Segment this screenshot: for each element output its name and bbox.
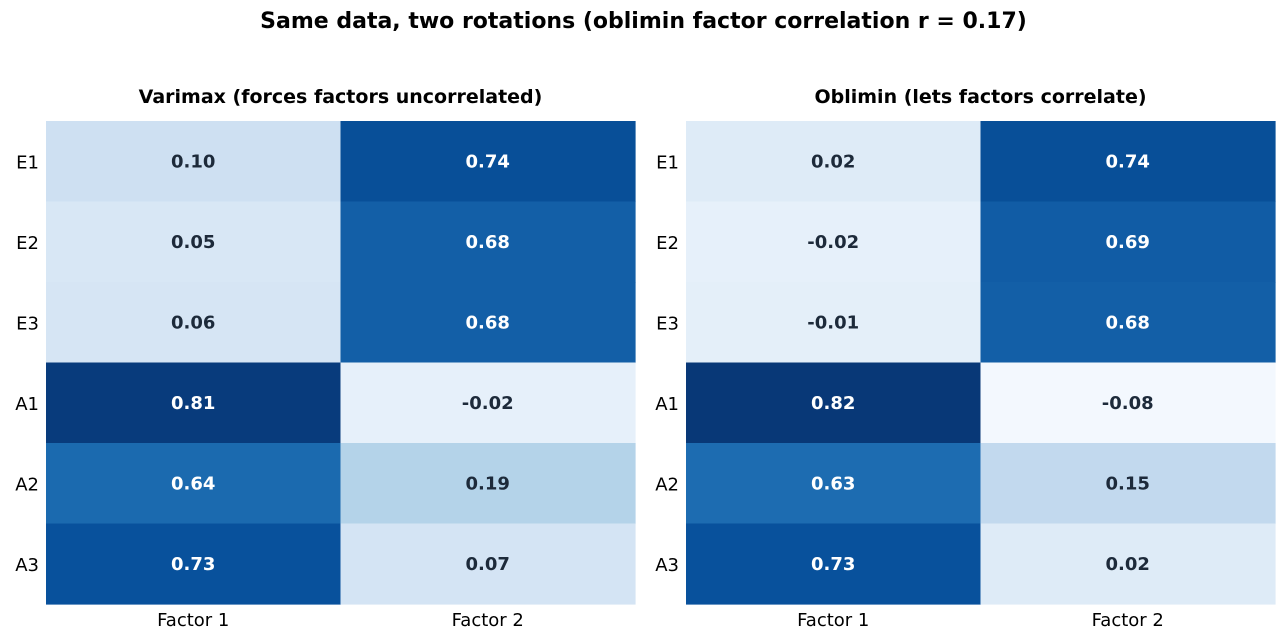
cell-value-label: 0.81 [171, 393, 215, 414]
cell-value-label: 0.68 [1106, 312, 1150, 333]
row-tick-label: E2 [16, 233, 39, 254]
heatmap-panel-1: Varimax (forces factors uncorrelated) 0.1… [15, 86, 636, 631]
heatmap-cell [46, 282, 342, 364]
heatmap-panel-2: Oblimin (lets factors correlate) 0.02 0.74… [655, 86, 1276, 631]
heatmap-cell [980, 523, 1276, 605]
cell-value-label: -0.01 [807, 312, 859, 333]
cell-value-label: 0.74 [466, 151, 510, 172]
heatmap-cell [340, 523, 636, 605]
heatmap-cell [46, 443, 342, 525]
panel-title: Oblimin (lets factors correlate) [814, 86, 1146, 108]
heatmap-cell [980, 443, 1276, 525]
row-tick-label: A2 [655, 474, 679, 495]
row-tick-label: E3 [656, 313, 679, 334]
heatmap-cell [46, 523, 342, 605]
column-tick-label: Factor 2 [452, 610, 524, 631]
panel-title: Varimax (forces factors uncorrelated) [139, 86, 543, 108]
row-tick-label: A1 [15, 394, 39, 415]
row-tick-label: E1 [656, 152, 679, 173]
heatmap-cell [686, 201, 982, 283]
cell-value-label: 0.64 [171, 473, 215, 494]
column-tick-label: Factor 2 [1092, 610, 1164, 631]
column-tick-label: Factor 1 [797, 610, 869, 631]
cell-value-label: -0.02 [462, 393, 514, 414]
heatmap-cell [980, 282, 1276, 364]
row-tick-label: A2 [15, 474, 39, 495]
cell-value-label: 0.05 [171, 232, 215, 253]
row-tick-label: E2 [656, 233, 679, 254]
cell-value-label: -0.08 [1102, 393, 1154, 414]
row-tick-label: A3 [655, 555, 679, 576]
row-tick-label: A3 [15, 555, 39, 576]
cell-value-label: 0.19 [466, 473, 510, 494]
heatmap-cell [980, 201, 1276, 283]
cell-value-label: 0.68 [466, 312, 510, 333]
heatmap-cell [46, 362, 342, 444]
cell-value-label: 0.63 [811, 473, 855, 494]
heatmap-cell [686, 362, 982, 444]
cell-value-label: -0.02 [807, 232, 859, 253]
row-tick-label: E3 [16, 313, 39, 334]
heatmap-cell [686, 121, 982, 203]
heatmap-cell [980, 362, 1276, 444]
cell-value-label: 0.06 [171, 312, 215, 333]
heatmap-cell [340, 201, 636, 283]
cell-value-label: 0.02 [1106, 554, 1150, 575]
heatmap-cell [46, 201, 342, 283]
row-tick-label: E1 [16, 152, 39, 173]
heatmap-cell [340, 362, 636, 444]
cell-value-label: 0.82 [811, 393, 855, 414]
cell-value-label: 0.02 [811, 151, 855, 172]
cell-value-label: 0.07 [466, 554, 510, 575]
heatmap-cell [340, 443, 636, 525]
cell-value-label: 0.15 [1106, 473, 1150, 494]
heatmap-cell [686, 282, 982, 364]
row-tick-label: A1 [655, 394, 679, 415]
heatmap-cell [46, 121, 342, 203]
heatmap-cell [980, 121, 1276, 203]
heatmap-cell [340, 121, 636, 203]
cell-value-label: 0.68 [466, 232, 510, 253]
cell-value-label: 0.69 [1106, 232, 1150, 253]
heatmap-cell [686, 443, 982, 525]
column-tick-label: Factor 1 [157, 610, 229, 631]
heatmap-cell [340, 282, 636, 364]
cell-value-label: 0.73 [171, 554, 215, 575]
heatmap-cell [686, 523, 982, 605]
cell-value-label: 0.73 [811, 554, 855, 575]
cell-value-label: 0.10 [171, 151, 215, 172]
figure-title: Same data, two rotations (oblimin factor… [260, 9, 1027, 34]
cell-value-label: 0.74 [1106, 151, 1150, 172]
